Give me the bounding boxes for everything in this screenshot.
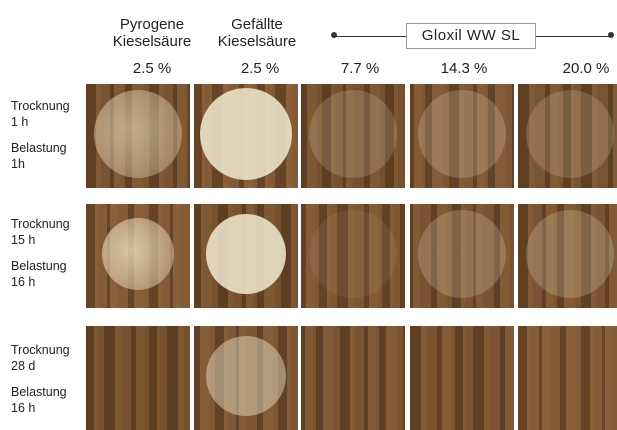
wood-grain	[518, 84, 617, 188]
row-label-2: Trocknung 15 h Belastung 16 h	[11, 216, 70, 290]
wood-sample-tile	[518, 84, 617, 188]
test-spot	[526, 90, 614, 178]
header-pyrogene: Pyrogene Kieselsäure	[92, 16, 212, 50]
wood-sample-tile	[410, 204, 514, 308]
wood-grain	[86, 326, 190, 430]
test-spot	[526, 210, 614, 298]
row3-trocknung-value: 28 d	[11, 359, 36, 373]
gloxil-bracket-right-dot	[608, 32, 614, 38]
row2-trocknung-label: Trocknung	[11, 217, 70, 231]
test-spot	[309, 210, 397, 298]
col-label-4: 14.3 %	[440, 60, 488, 77]
wood-sample-tile	[194, 84, 298, 188]
wood-sample-tile	[301, 326, 405, 430]
test-spot	[200, 88, 292, 180]
row-label-3: Trocknung 28 d Belastung 16 h	[11, 342, 70, 416]
row1-trocknung-value: 1 h	[11, 115, 29, 129]
wood-sample-tile	[518, 204, 617, 308]
wood-sample-tile	[86, 84, 190, 188]
row2-belastung-value: 16 h	[11, 275, 36, 289]
row1-belastung-value: 1h	[11, 157, 25, 171]
test-spot	[418, 210, 506, 298]
row-label-1: Trocknung 1 h Belastung 1h	[11, 98, 70, 172]
wood-grain	[194, 326, 298, 430]
wood-grain	[410, 204, 514, 308]
wood-sample-tile	[518, 326, 617, 430]
wood-grain	[301, 84, 405, 188]
gloxil-label: Gloxil WW SL	[406, 23, 536, 49]
wood-sample-tile	[410, 84, 514, 188]
header-gefaellte-line2: Kieselsäure	[217, 33, 297, 50]
wood-grain	[410, 84, 514, 188]
row1-trocknung-label: Trocknung	[11, 99, 70, 113]
wood-grain	[301, 204, 405, 308]
row3-belastung-label: Belastung	[11, 385, 67, 399]
wood-sample-tile	[301, 84, 405, 188]
test-spot	[206, 214, 286, 294]
row3-trocknung-label: Trocknung	[11, 343, 70, 357]
test-spot	[418, 90, 506, 178]
wood-sample-tile	[410, 326, 514, 430]
row2-trocknung-value: 15 h	[11, 233, 36, 247]
row2-belastung-label: Belastung	[11, 259, 67, 273]
gloxil-bracket-left-dot	[331, 32, 337, 38]
wood-grain	[518, 326, 617, 430]
row3-belastung-value: 16 h	[11, 401, 36, 415]
wood-sample-tile	[301, 204, 405, 308]
row1-belastung-label: Belastung	[11, 141, 67, 155]
header-gefaellte: Gefällte Kieselsäure	[198, 16, 316, 50]
wood-grain	[410, 326, 514, 430]
col-label-1: 2.5 %	[132, 60, 172, 77]
header-pyrogene-line1: Pyrogene	[119, 16, 185, 33]
test-spot	[206, 336, 286, 416]
header-pyrogene-line2: Kieselsäure	[112, 33, 192, 50]
test-spot	[102, 218, 174, 290]
wood-sample-tile	[194, 204, 298, 308]
header-gefaellte-line1: Gefällte	[231, 16, 283, 33]
col-label-2: 2.5 %	[240, 60, 280, 77]
col-label-5: 20.0 %	[562, 60, 610, 77]
wood-sample-tile	[86, 204, 190, 308]
wood-sample-tile	[194, 326, 298, 430]
wood-grain	[518, 204, 617, 308]
wood-sample-tile	[86, 326, 190, 430]
wood-grain	[301, 326, 405, 430]
col-label-3: 7.7 %	[340, 60, 380, 77]
test-spot	[309, 90, 397, 178]
test-spot	[94, 90, 182, 178]
